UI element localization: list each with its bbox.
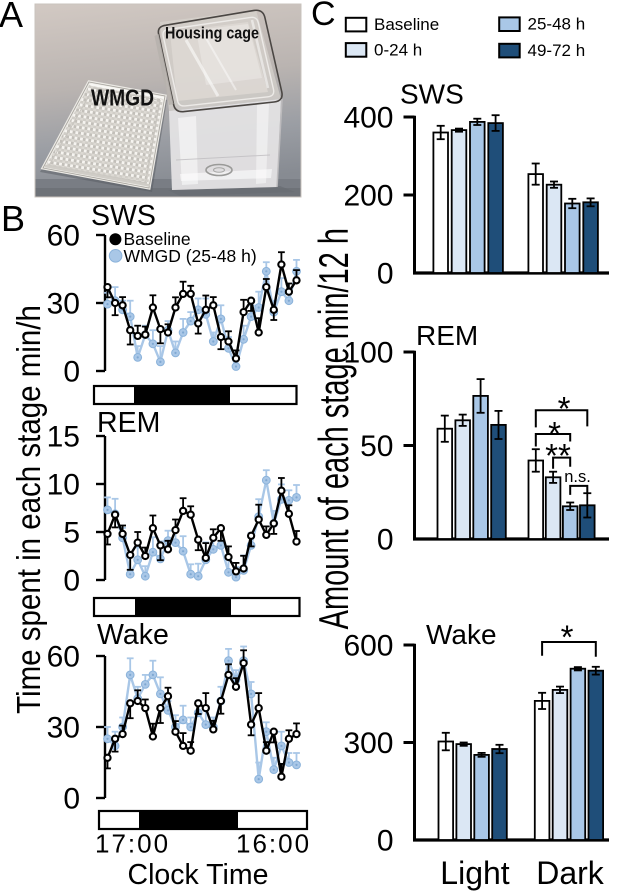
svg-text:0: 0 <box>63 565 80 598</box>
svg-text:16:00: 16:00 <box>236 829 311 859</box>
svg-text:n.s.: n.s. <box>564 468 591 486</box>
svg-text:**: ** <box>545 437 571 474</box>
svg-text:REM: REM <box>416 320 478 351</box>
svg-text:30: 30 <box>47 712 80 745</box>
svg-text:SWS: SWS <box>400 79 464 110</box>
svg-text:60: 60 <box>47 641 80 674</box>
svg-text:Time spent in each stage min/h: Time spent in each stage min/h <box>10 305 47 714</box>
svg-text:0: 0 <box>377 258 394 291</box>
svg-text:Light: Light <box>440 855 510 891</box>
svg-text:Baseline: Baseline <box>124 229 191 249</box>
svg-text:Wake: Wake <box>426 619 497 650</box>
svg-text:17:00: 17:00 <box>95 829 170 859</box>
svg-text:Housing cage: Housing cage <box>165 24 259 43</box>
svg-text:*: * <box>561 618 574 655</box>
svg-text:10: 10 <box>47 469 80 502</box>
svg-text:WMGD: WMGD <box>91 84 154 110</box>
svg-text:Amount of each stage min/12 h: Amount of each stage min/12 h <box>310 228 358 629</box>
svg-text:B: B <box>1 198 25 239</box>
svg-text:SWS: SWS <box>91 200 156 232</box>
svg-text:WMGD (25-48 h): WMGD (25-48 h) <box>124 246 257 266</box>
svg-text:25-48 h: 25-48 h <box>528 15 586 34</box>
svg-text:100: 100 <box>343 337 393 370</box>
svg-text:50: 50 <box>360 430 393 463</box>
svg-text:Dark: Dark <box>536 855 605 891</box>
svg-text:49-72 h: 49-72 h <box>528 41 586 60</box>
svg-text:*: * <box>558 390 571 427</box>
svg-text:200: 200 <box>343 180 393 213</box>
svg-text:Clock Time: Clock Time <box>128 859 269 891</box>
svg-text:5: 5 <box>63 517 80 550</box>
svg-text:300: 300 <box>343 727 393 760</box>
svg-text:0: 0 <box>63 356 80 389</box>
svg-text:600: 600 <box>343 630 393 663</box>
svg-text:REM: REM <box>97 407 160 439</box>
svg-text:30: 30 <box>47 288 80 321</box>
svg-text:15: 15 <box>47 421 80 454</box>
svg-text:0-24 h: 0-24 h <box>374 40 422 59</box>
svg-text:0: 0 <box>377 524 394 557</box>
svg-text:C: C <box>311 0 336 33</box>
svg-text:400: 400 <box>343 102 393 135</box>
svg-text:0: 0 <box>63 783 80 816</box>
svg-text:Wake: Wake <box>97 619 169 651</box>
svg-text:60: 60 <box>47 220 80 253</box>
svg-text:0: 0 <box>377 825 394 858</box>
svg-text:Baseline: Baseline <box>374 15 439 34</box>
svg-text:*: * <box>548 415 561 452</box>
svg-text:A: A <box>0 0 23 35</box>
